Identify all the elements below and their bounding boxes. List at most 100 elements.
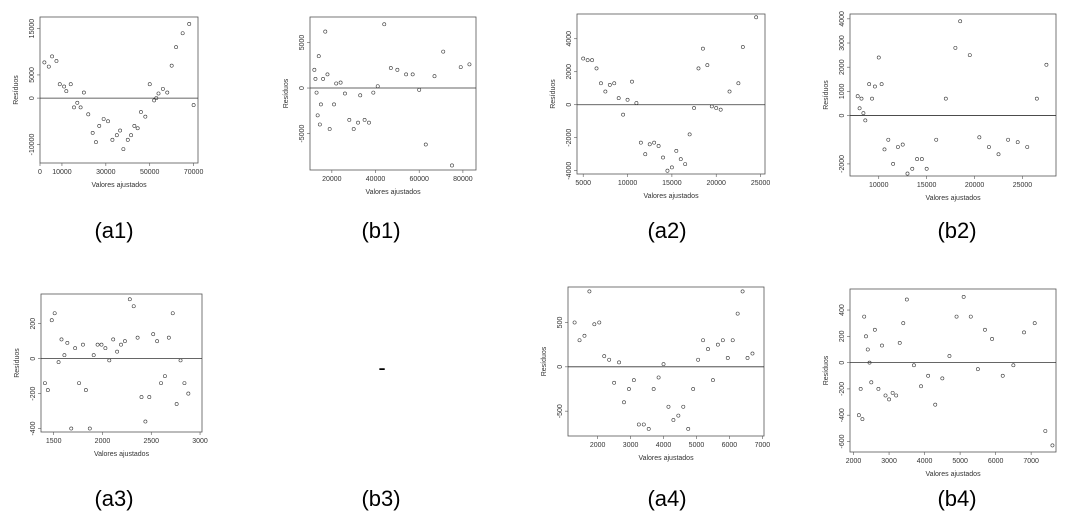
x-axis-label: Valores ajustados xyxy=(94,451,150,458)
plot-frame xyxy=(309,16,477,171)
data-point xyxy=(151,332,156,337)
y-tick-label: 500 xyxy=(557,317,564,329)
data-point xyxy=(1043,429,1048,433)
data-point xyxy=(919,157,924,161)
data-point xyxy=(54,59,59,63)
data-point xyxy=(953,45,958,50)
data-point xyxy=(856,413,861,418)
data-point xyxy=(706,347,710,351)
data-point xyxy=(886,137,891,142)
y-tick-label: 0 xyxy=(839,361,846,365)
data-point xyxy=(666,404,671,409)
data-point xyxy=(50,54,54,59)
data-point xyxy=(180,31,185,36)
data-point xyxy=(597,320,602,325)
data-point xyxy=(674,149,679,153)
y-tick-label: -200 xyxy=(30,386,37,400)
data-point xyxy=(897,340,902,345)
data-point xyxy=(106,119,110,124)
x-tick-label: 7000 xyxy=(1023,458,1039,465)
data-point xyxy=(696,66,701,71)
data-point xyxy=(86,112,91,117)
data-point xyxy=(643,152,648,157)
plot-frame xyxy=(567,286,765,437)
y-tick-label: -500 xyxy=(557,404,564,418)
x-tick-label: 10000 xyxy=(869,182,889,189)
y-tick-label: -2000 xyxy=(839,155,846,173)
data-point xyxy=(924,166,929,171)
data-point xyxy=(129,133,133,138)
panel-a1: (a1) 0 10000 30000 50000 70000 -10000 0 5000 1500… xyxy=(13,16,204,243)
data-point xyxy=(616,96,621,101)
y-axis-label: Resíduos xyxy=(823,355,830,385)
y-axis-label: Resíduos xyxy=(283,78,290,108)
data-point xyxy=(912,363,916,368)
data-point xyxy=(622,400,626,405)
data-point xyxy=(701,338,705,343)
data-point xyxy=(114,133,119,138)
y-tick-label: -5000 xyxy=(299,125,306,143)
data-point xyxy=(182,381,187,385)
data-point xyxy=(676,413,681,418)
data-point xyxy=(321,77,326,81)
x-axis-label: Valores ajustados xyxy=(365,189,421,196)
data-point xyxy=(332,102,336,107)
y-tick-label: -400 xyxy=(30,421,37,435)
data-point xyxy=(709,104,714,109)
data-point xyxy=(736,81,741,86)
data-point xyxy=(1034,96,1039,101)
data-point xyxy=(740,45,745,49)
data-point xyxy=(621,112,626,117)
data-point xyxy=(861,111,866,116)
data-point xyxy=(750,351,755,356)
data-point xyxy=(872,327,877,332)
data-point xyxy=(152,98,157,103)
data-point xyxy=(87,426,92,431)
data-point xyxy=(651,387,656,391)
data-point xyxy=(711,378,715,383)
data-point xyxy=(879,82,884,87)
data-point xyxy=(961,294,966,299)
x-tick-label: 5000 xyxy=(952,458,968,465)
data-point xyxy=(894,393,899,398)
y-tick-label: 4000 xyxy=(566,31,573,47)
data-point xyxy=(73,346,78,351)
data-point xyxy=(135,126,140,131)
data-point xyxy=(94,140,98,145)
x-tick-label: 2000 xyxy=(846,458,862,465)
data-point xyxy=(646,427,651,431)
data-point xyxy=(865,347,870,352)
x-tick-label: 2500 xyxy=(143,438,159,445)
data-point xyxy=(735,311,740,316)
y-tick-label: 3000 xyxy=(839,35,846,51)
data-point xyxy=(81,90,86,95)
x-axis-label: Valores ajustados xyxy=(925,195,981,202)
data-point xyxy=(647,142,652,147)
data-point xyxy=(343,91,347,96)
data-point xyxy=(115,349,120,354)
data-point xyxy=(139,110,143,114)
data-point xyxy=(315,113,320,118)
data-point xyxy=(81,342,85,347)
data-point xyxy=(725,356,730,360)
y-tick-label: 5000 xyxy=(299,35,306,51)
panel-caption: (b1) xyxy=(361,218,400,243)
x-tick-label: 3000 xyxy=(623,442,639,449)
data-point xyxy=(943,96,948,101)
data-point xyxy=(467,62,472,67)
data-point xyxy=(754,15,759,20)
data-point xyxy=(678,157,683,162)
data-point xyxy=(860,417,865,422)
data-point xyxy=(915,157,919,161)
data-point xyxy=(745,356,750,360)
panel-b2: (b2) 10000 15000 20000 25000 -2000 0 1000 2000 30… xyxy=(823,11,1057,243)
data-point xyxy=(867,360,872,365)
data-point xyxy=(954,314,959,319)
data-point xyxy=(867,82,872,87)
data-point xyxy=(572,320,577,325)
data-point xyxy=(940,376,945,381)
data-point xyxy=(147,82,152,87)
x-tick-label: 70000 xyxy=(184,169,204,176)
data-point xyxy=(139,395,144,399)
